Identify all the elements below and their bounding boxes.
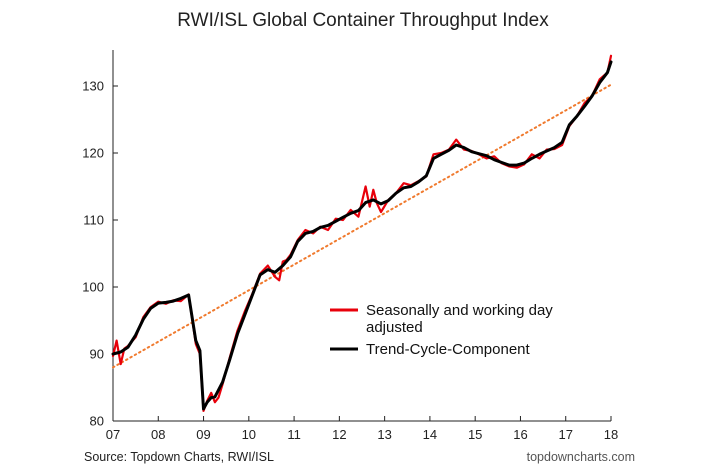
y-tick-label-80: 80 bbox=[90, 414, 104, 429]
source-note: Source: Topdown Charts, RWI/ISL bbox=[84, 450, 274, 464]
x-tick-label-08: 08 bbox=[151, 427, 165, 442]
y-tick-label-100: 100 bbox=[82, 280, 104, 295]
y-tick-label-110: 110 bbox=[83, 213, 104, 228]
trendline-dotted bbox=[112, 83, 612, 369]
x-ticks: 07 08 09 10 11 12 13 14 15 16 17 18 bbox=[106, 416, 618, 442]
x-tick-label-13: 13 bbox=[377, 427, 391, 442]
legend-label-trend-cycle: Trend-Cycle-Component bbox=[366, 341, 531, 358]
x-tick-label-10: 10 bbox=[242, 427, 256, 442]
series-line-seasonally-adjusted bbox=[111, 54, 613, 412]
x-tick-label-15: 15 bbox=[468, 427, 482, 442]
x-tick-label-12: 12 bbox=[332, 427, 346, 442]
y-tick-label-130: 130 bbox=[82, 79, 104, 94]
x-tick-label-18: 18 bbox=[604, 427, 618, 442]
series-layer bbox=[111, 54, 613, 412]
y-ticks: 80 90 100 110 120 130 bbox=[82, 79, 118, 429]
y-tick-label-90: 90 bbox=[90, 347, 104, 362]
legend: Seasonally and working day adjusted Tren… bbox=[330, 302, 553, 358]
y-tick-label-120: 120 bbox=[82, 146, 104, 161]
x-tick-label-14: 14 bbox=[423, 427, 437, 442]
chart-title: RWI/ISL Global Container Throughput Inde… bbox=[177, 10, 549, 31]
x-tick-label-16: 16 bbox=[513, 427, 527, 442]
x-tick-label-17: 17 bbox=[558, 427, 572, 442]
legend-label-seasonally-adjusted-line2: adjusted bbox=[366, 319, 423, 336]
brand-footer: topdowncharts.com bbox=[527, 450, 635, 464]
x-tick-label-11: 11 bbox=[287, 427, 301, 442]
legend-label-seasonally-adjusted-line1: Seasonally and working day bbox=[366, 302, 553, 319]
x-tick-label-09: 09 bbox=[196, 427, 210, 442]
series-line-trend-cycle bbox=[111, 60, 613, 411]
x-tick-label-07: 07 bbox=[106, 427, 120, 442]
